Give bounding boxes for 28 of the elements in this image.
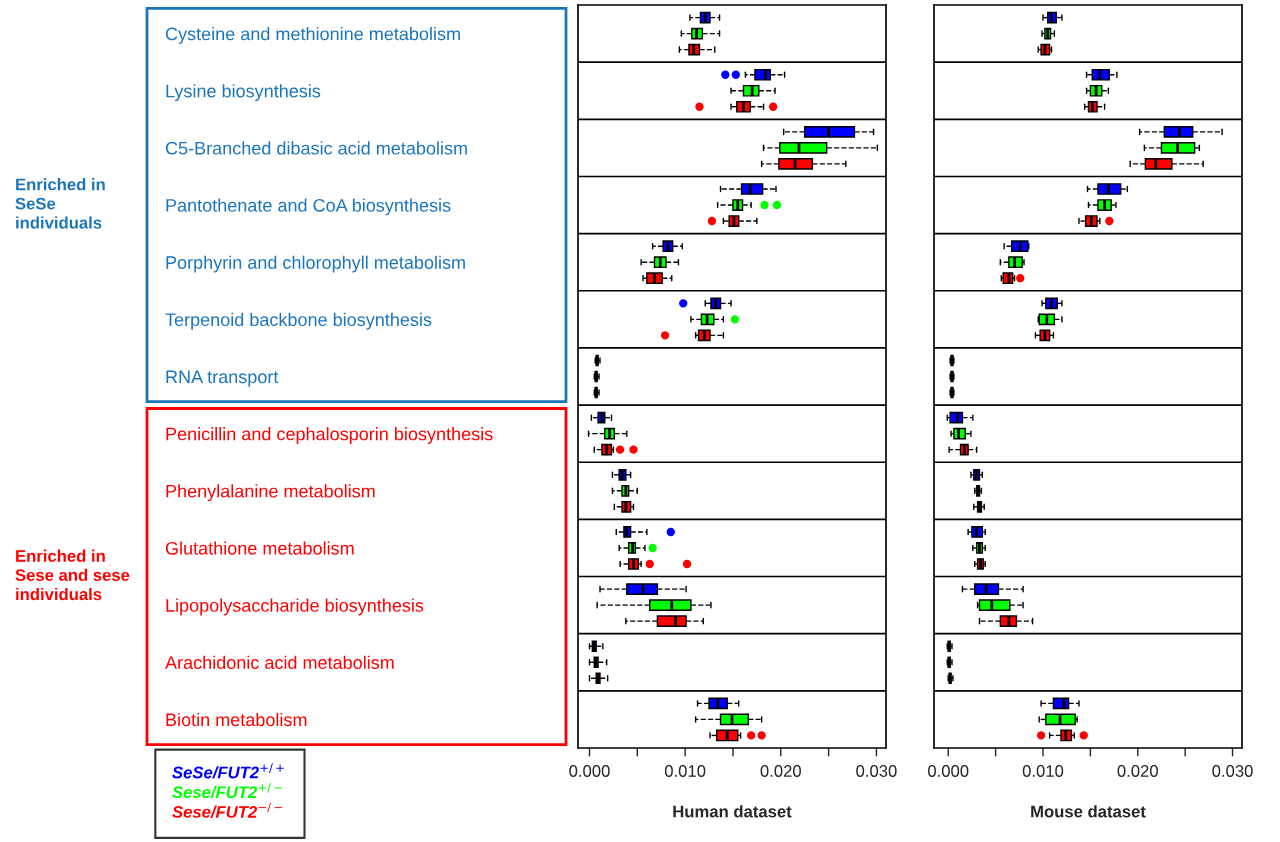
y-tick-label: RNA transport — [166, 370, 279, 387]
y-tick-label: Lipopolysaccharide biosynthesis — [166, 598, 424, 616]
x-axis-title: Human dataset — [673, 805, 792, 818]
text: Enriched in Sese and sese individuals — [15, 549, 130, 601]
x-tick-label: 0.010 — [664, 765, 706, 777]
y-tick-label: Pantothenate and CoA biosynthesis — [166, 198, 451, 216]
y-tick-label: Cysteine and methionine metabolism — [165, 27, 460, 44]
y-tick-label: Porphyrin and chlorophyll metabolism — [166, 255, 465, 273]
x-tick-label: 0.000 — [569, 765, 610, 777]
x-tick-label: 0.030 — [856, 765, 897, 777]
x-axis-title: Mouse dataset — [1031, 805, 1146, 818]
y-tick-label: Arachidonic acid metabolism — [165, 655, 394, 669]
y-tick-label: Penicillin and cephalosporin biosynthesis — [166, 427, 493, 444]
x-tick-label: 0.020 — [760, 765, 801, 777]
y-tick-label: Biotin metabolism — [166, 712, 307, 727]
text: Sese/FUT2$^{+/−}$ — [172, 783, 282, 799]
y-tick-label: Phenylalanine metabolism — [166, 484, 375, 502]
text: SeSe/FUT2$^{+/+}$ — [172, 763, 284, 779]
x-tick-label: 0.030 — [1212, 765, 1253, 777]
y-tick-label: Glutathione metabolism — [165, 541, 354, 555]
text: Enriched in SeSe individuals — [15, 178, 105, 229]
y-tick-label: Terpenoid backbone biosynthesis — [165, 312, 432, 330]
x-tick-label: 0.000 — [928, 765, 969, 777]
x-tick-label: 0.020 — [1117, 765, 1158, 777]
text: Sese/FUT2$^{−/−}$ — [172, 802, 282, 818]
y-tick-label: Lysine biosynthesis — [166, 84, 321, 102]
y-tick-label: C5-Branched dibasic acid metabolism — [165, 141, 467, 155]
x-tick-label: 0.010 — [1022, 765, 1064, 777]
